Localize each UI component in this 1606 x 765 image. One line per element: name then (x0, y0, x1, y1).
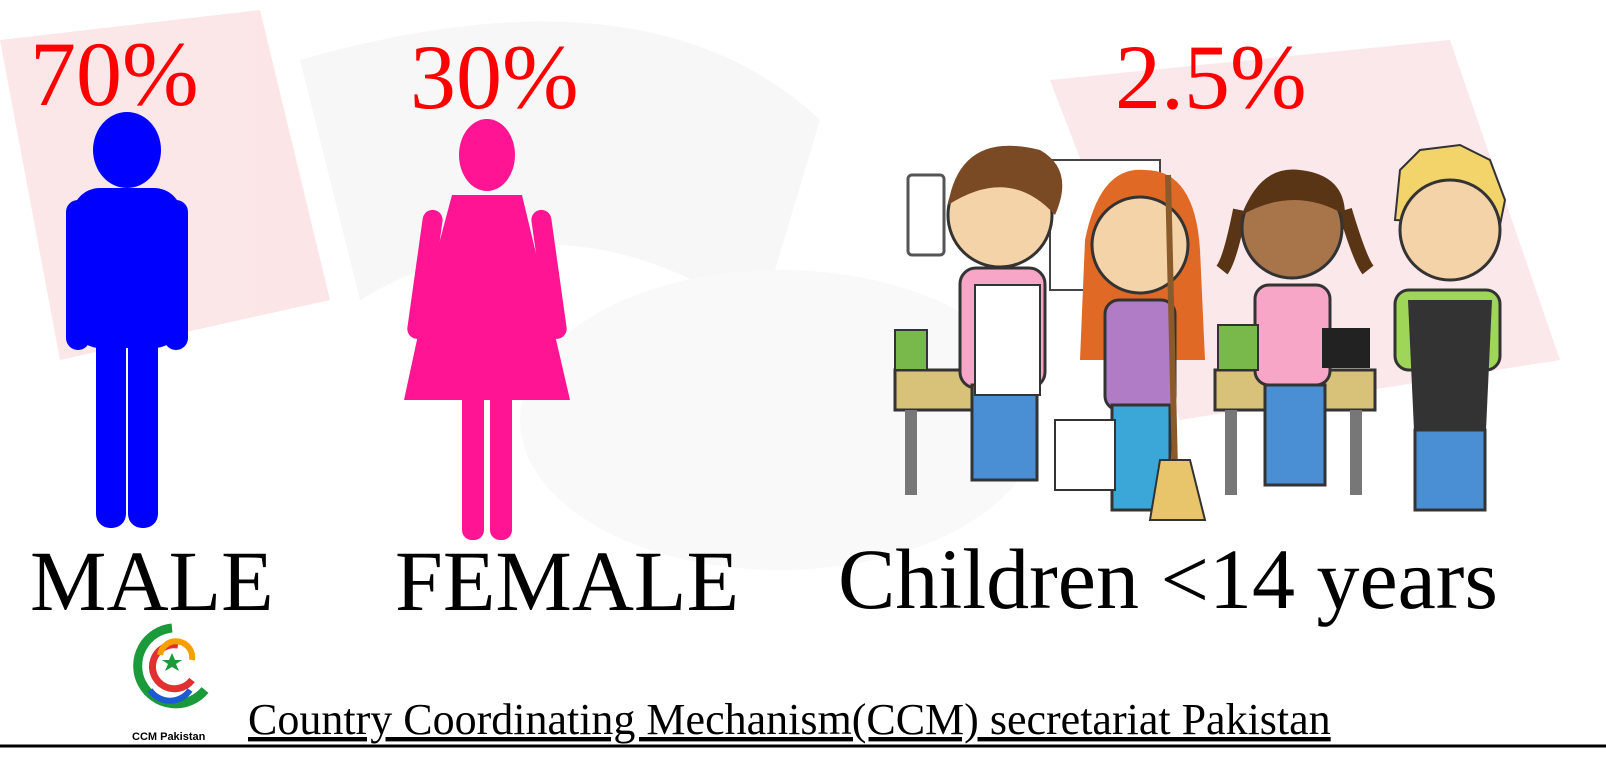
male-percent: 70% (30, 23, 199, 125)
children-label: Children <14 years (838, 531, 1498, 627)
decoration (1148, 459, 1207, 521)
decoration (1103, 298, 1177, 412)
decoration (162, 653, 182, 671)
logo-text: CCM Pakistan (132, 731, 206, 743)
decoration (894, 329, 928, 371)
decoration (1398, 178, 1502, 282)
decoration (1216, 207, 1374, 275)
decoration (970, 383, 1039, 482)
decoration (905, 410, 917, 495)
ccm-logo: CCM Pakistan (132, 623, 209, 743)
children-percent: 2.5% (1115, 26, 1307, 128)
decoration (128, 300, 158, 528)
decoration (1413, 428, 1487, 512)
male-label: MALE (30, 533, 274, 629)
decoration (93, 112, 161, 188)
male-figure (66, 112, 188, 528)
decoration (1054, 419, 1116, 491)
decoration (1253, 283, 1332, 387)
decoration (1408, 300, 1492, 430)
decoration (948, 145, 1063, 215)
decoration (1242, 169, 1345, 215)
decoration (490, 390, 512, 540)
decoration (1263, 383, 1327, 487)
decoration (531, 209, 567, 339)
children-illustration (893, 143, 1507, 521)
decoration (164, 200, 188, 350)
decoration (974, 284, 1041, 396)
decoration (1350, 410, 1362, 495)
female-percent: 30% (410, 26, 579, 128)
decoration (1090, 195, 1190, 295)
decoration (462, 390, 484, 540)
decoration (133, 623, 209, 709)
decoration (157, 638, 196, 661)
decoration (459, 119, 515, 191)
footer-text: Country Coordinating Mechanism(CCM) secr… (248, 695, 1331, 744)
decoration (1217, 324, 1259, 371)
decoration (147, 688, 193, 704)
female-label: FEMALE (395, 533, 739, 629)
decoration (407, 209, 443, 339)
female-figure (404, 119, 570, 540)
decoration (906, 173, 946, 257)
decoration (1322, 328, 1370, 368)
decoration (1225, 410, 1237, 495)
decoration (66, 200, 90, 350)
decoration (1165, 174, 1178, 471)
decoration (404, 195, 570, 400)
decoration (96, 300, 126, 528)
